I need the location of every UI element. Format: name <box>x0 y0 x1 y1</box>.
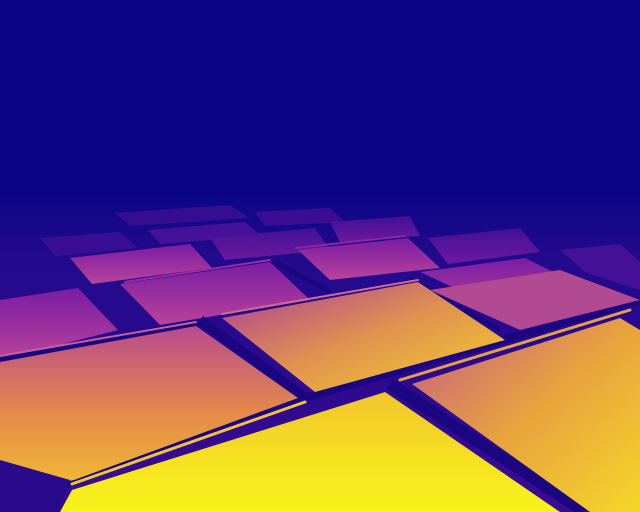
grout-lines <box>0 259 640 512</box>
tile-edges <box>0 235 632 486</box>
middle-tiles <box>0 238 610 360</box>
left-shadow <box>0 460 70 512</box>
far-tiles <box>40 205 640 290</box>
near-tiles <box>0 270 640 512</box>
